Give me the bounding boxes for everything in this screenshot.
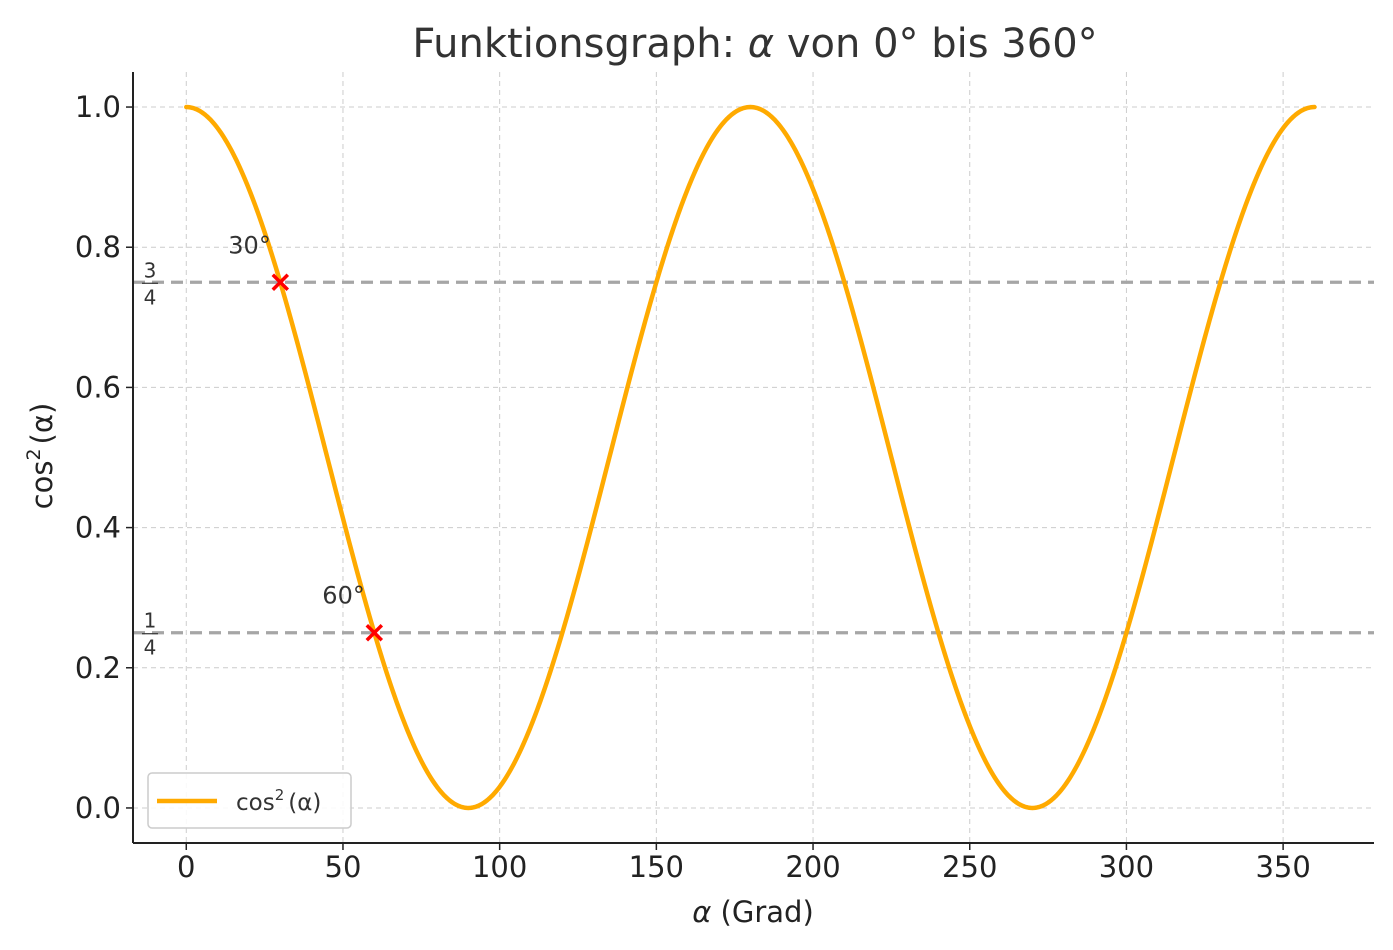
y-tick-label-1.0: 1.0 bbox=[75, 90, 121, 124]
x-tick-label-200: 200 bbox=[785, 850, 840, 884]
y-tick-label-0.2: 0.2 bbox=[75, 651, 121, 685]
marked-point-60 bbox=[365, 623, 384, 642]
reference-label-numerator: 3 bbox=[144, 258, 157, 282]
title-rest: von 0° bis 360° bbox=[774, 21, 1098, 67]
title-symbol: α bbox=[748, 21, 774, 67]
y-tick-label-0.0: 0.0 bbox=[75, 791, 121, 825]
x-tick-label-150: 150 bbox=[629, 850, 684, 884]
y-tick-label-0.4: 0.4 bbox=[75, 511, 121, 545]
y-axis-label-sup: 2 bbox=[23, 448, 45, 460]
x-tick-label-300: 300 bbox=[1099, 850, 1154, 884]
chart-title: Funktionsgraph: α von 0° bis 360° bbox=[412, 21, 1097, 67]
x-axis-label-symbol: α bbox=[692, 895, 711, 929]
y-axis-label-text: cos bbox=[25, 461, 59, 510]
x-tick-label-350: 350 bbox=[1255, 850, 1310, 884]
marker-stroke-b bbox=[365, 623, 384, 642]
y-axis-label: cos2 (α) bbox=[23, 403, 59, 510]
marked-points: 30° 60° bbox=[228, 231, 384, 642]
legend-label-sup: 2 bbox=[275, 786, 285, 804]
reference-label-numerator: 1 bbox=[144, 609, 157, 633]
annotation-label-30: 30° bbox=[228, 231, 271, 259]
marker-stroke-b bbox=[271, 273, 290, 292]
x-tick-label-0: 0 bbox=[177, 850, 195, 884]
series-line-cos2-alpha bbox=[184, 104, 1317, 811]
legend-label-paren: (α) bbox=[288, 790, 321, 816]
grid bbox=[133, 72, 1374, 843]
legend-label-text: cos bbox=[236, 790, 275, 816]
x-tick-label-250: 250 bbox=[942, 850, 997, 884]
y-tick-label-0.6: 0.6 bbox=[75, 370, 121, 404]
y-axis-label-paren: (α) bbox=[25, 403, 59, 445]
axes bbox=[132, 72, 1374, 844]
series-layer bbox=[184, 104, 1317, 811]
reference-label-denominator: 4 bbox=[144, 285, 157, 309]
legend-frame bbox=[147, 772, 352, 829]
ticks: 0 50 100 150 200 250 300 350 0.0 0.2 0.4 0.6 0.8 1.0 bbox=[75, 90, 1311, 884]
x-axis-label: α (Grad) bbox=[692, 895, 814, 929]
reference-lines: 3 4 1 4 bbox=[133, 258, 1374, 660]
x-tick-label-50: 50 bbox=[325, 850, 362, 884]
marked-point-30 bbox=[271, 273, 290, 292]
legend-label: cos2 (α) bbox=[236, 786, 321, 816]
x-axis-label-text: (Grad) bbox=[711, 895, 813, 929]
legend: cos2 (α) bbox=[147, 772, 352, 829]
annotation-label-60: 60° bbox=[322, 582, 365, 610]
reference-label-denominator: 4 bbox=[144, 636, 157, 660]
y-tick-label-0.8: 0.8 bbox=[75, 230, 121, 264]
title-text: Funktionsgraph: bbox=[412, 21, 747, 67]
x-tick-label-100: 100 bbox=[472, 850, 527, 884]
